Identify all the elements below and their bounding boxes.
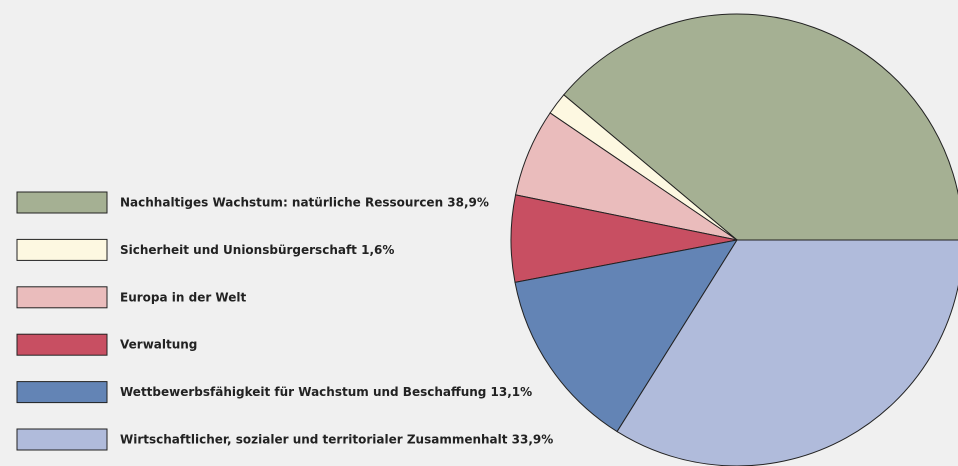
legend-label: Europa in der Welt xyxy=(120,290,246,304)
legend-swatch xyxy=(16,381,108,404)
legend-label: Nachhaltiges Wachstum: natürliche Ressou… xyxy=(120,196,489,210)
legend-swatch xyxy=(16,333,108,356)
legend-swatch xyxy=(16,191,108,214)
legend-swatch xyxy=(16,428,108,451)
legend-label: Wettbewerbsfähigkeit für Wachstum und Be… xyxy=(120,385,532,399)
pie-slice xyxy=(563,13,958,241)
legend-swatch xyxy=(16,286,108,309)
pie-slice xyxy=(514,239,739,433)
pie-slice xyxy=(616,239,958,466)
legend-swatch xyxy=(16,238,108,261)
legend-label: Sicherheit und Unionsbürgerschaft 1,6% xyxy=(120,243,394,257)
legend-label: Wirtschaftlicher, sozialer und territori… xyxy=(120,433,553,447)
legend-label: Verwaltung xyxy=(120,338,197,352)
